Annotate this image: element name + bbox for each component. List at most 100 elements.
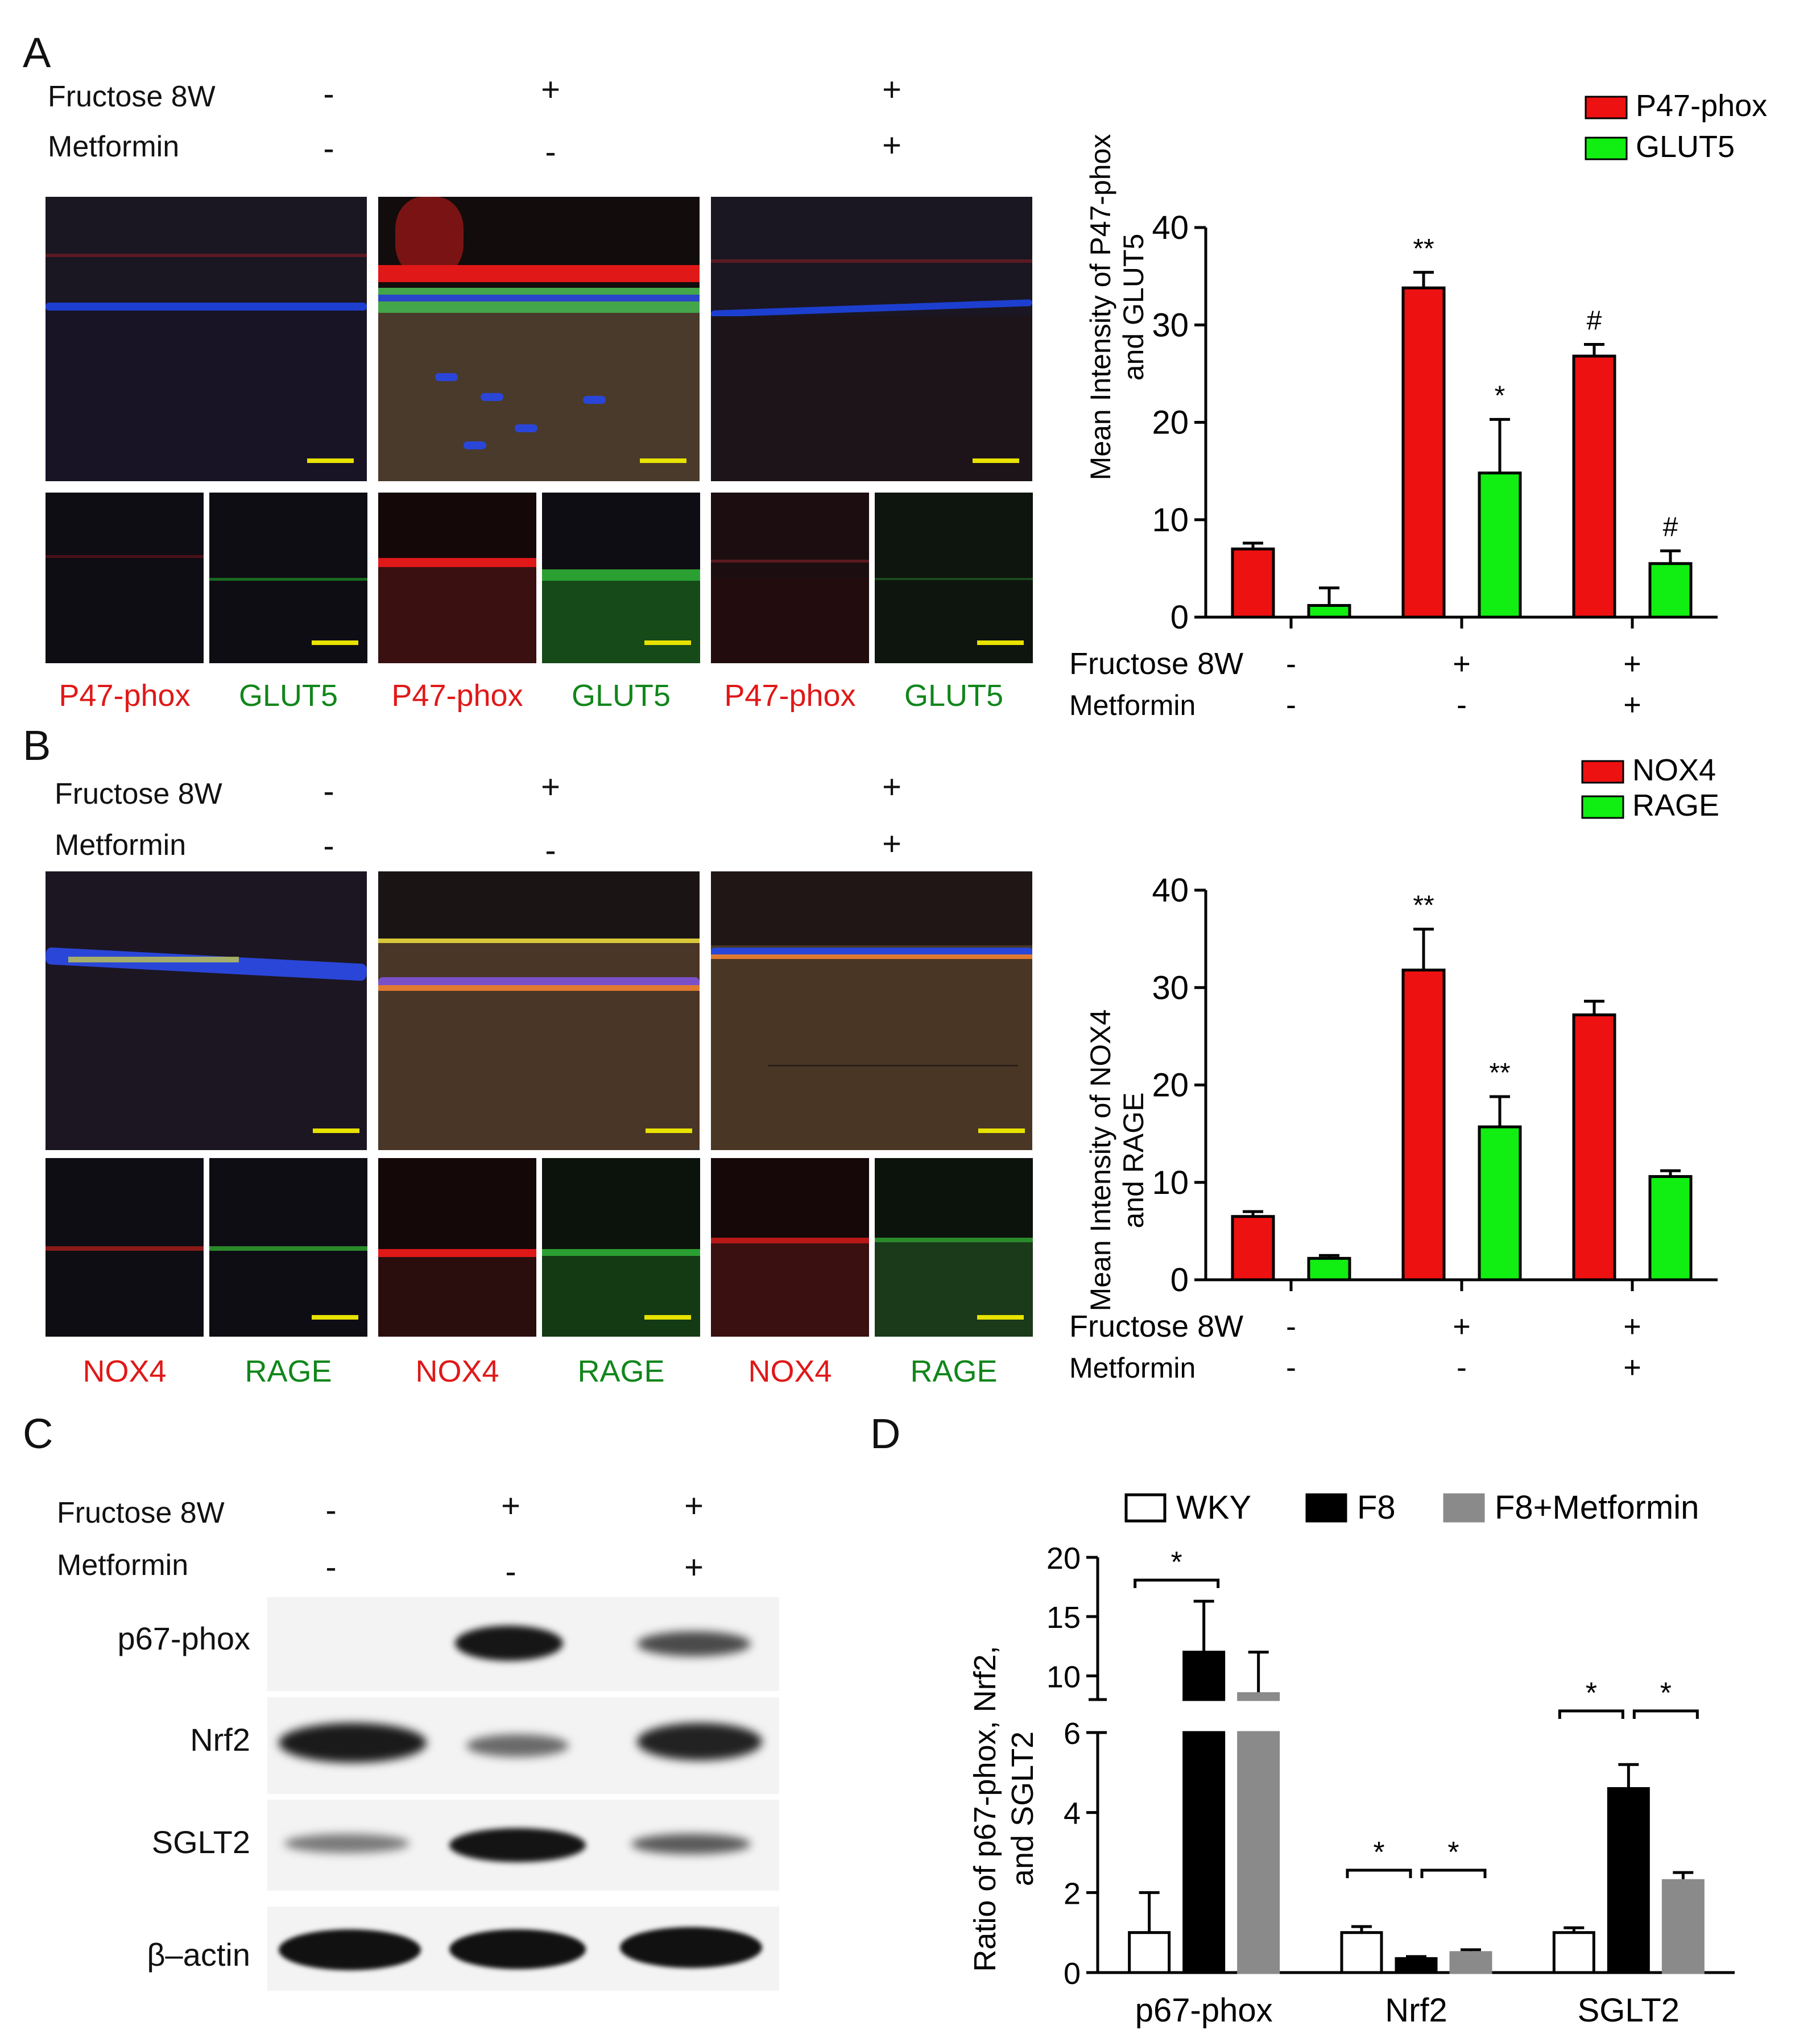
sign: -: [505, 1553, 516, 1590]
bar: [1478, 472, 1522, 619]
micrograph-a-fructose-red: [378, 493, 536, 663]
sign: -: [323, 828, 334, 865]
chart-a: P47-phox GLUT5 Mean Intensity of P47-pho…: [1069, 89, 1767, 722]
significance-mark: *: [1495, 381, 1505, 411]
scale-bar: [646, 1128, 692, 1133]
bar: [1401, 286, 1446, 619]
scale-bar: [973, 458, 1019, 463]
blot-p67-phox: [267, 1597, 779, 1691]
significance-mark: *: [1660, 1677, 1672, 1710]
scale-bar: [313, 1128, 359, 1133]
fructose-label: Fructose 8W: [57, 1496, 225, 1529]
x-row-label: Fructose 8W: [1069, 647, 1243, 681]
y-axis-title: Mean Intensity of NOX4and RAGE: [1085, 1010, 1149, 1312]
scale-bar: [312, 1315, 358, 1320]
y-tick-label: 0: [1064, 1957, 1081, 1991]
fructose-label: Fructose 8W: [48, 80, 216, 113]
sign: +: [684, 1487, 704, 1524]
scale-bar: [312, 640, 358, 645]
micrograph-a-metformin-merge: [711, 197, 1032, 481]
stain-label: RAGE: [245, 1354, 332, 1388]
micrograph-b-fructose-red: [378, 1158, 536, 1337]
blot-label: p67-phox: [117, 1620, 250, 1656]
scale-bar: [307, 458, 354, 463]
significance-mark: #: [1587, 306, 1602, 336]
significance-bracket: [1558, 1709, 1624, 1719]
micrograph-a-control-green: [209, 493, 367, 663]
bar: [1128, 1931, 1171, 1974]
y-tick-label: 0: [1170, 599, 1189, 636]
bar: [1340, 1931, 1383, 1974]
y-tick-label: 4: [1064, 1797, 1081, 1831]
x-tick-label: Nrf2: [1385, 1992, 1447, 2029]
micrograph-b-metformin-green: [875, 1158, 1033, 1337]
significance-mark: *: [1447, 1836, 1459, 1869]
significance-mark: *: [1586, 1677, 1597, 1710]
stain-label: NOX4: [748, 1354, 832, 1388]
y-tick-label: 20: [1152, 1067, 1189, 1104]
y-tick-label: 30: [1152, 969, 1189, 1006]
x-row-value: +: [1623, 1350, 1641, 1384]
bar: [1552, 1931, 1595, 1974]
chart-d-legend: WKY F8 F8+Metformin: [1124, 1489, 1699, 1526]
x-row-value: +: [1623, 1309, 1641, 1343]
significance-bracket: [1346, 1868, 1412, 1878]
bar: [1661, 1879, 1705, 1974]
bar-lower-segment: [1237, 1731, 1280, 1974]
x-row-value: +: [1453, 647, 1471, 681]
x-row-value: -: [1286, 1350, 1296, 1384]
y-tick-label: 10: [1152, 502, 1189, 539]
y-axis-title: Mean Intensity of P47-phoxand GLUT5: [1085, 134, 1149, 481]
sign: -: [545, 832, 556, 869]
metformin-label: Metformin: [55, 829, 187, 862]
micrograph-b-fructose-merge: [378, 871, 700, 1150]
bar-upper-segment: [1182, 1651, 1226, 1701]
blot-label: β–actin: [147, 1937, 250, 1973]
fructose-label: Fructose 8W: [55, 778, 222, 811]
scale-bar: [978, 1128, 1025, 1133]
bar: [1401, 968, 1446, 1281]
micrograph-a-metformin-green: [875, 493, 1033, 663]
legend-swatch: [1305, 1493, 1347, 1523]
x-row-value: +: [1623, 688, 1641, 722]
blot-sglt2: [267, 1800, 779, 1891]
sign: +: [882, 71, 901, 108]
micrograph-a-fructose-green: [542, 493, 700, 663]
bar: [1572, 354, 1616, 619]
significance-bracket: [1632, 1709, 1699, 1719]
bar: [1572, 1013, 1616, 1281]
blot-nrf2: [267, 1697, 779, 1794]
y-tick-label: 6: [1064, 1717, 1081, 1751]
stain-label: P47-phox: [391, 679, 523, 713]
sign: +: [541, 768, 560, 805]
sign: +: [541, 71, 560, 108]
x-tick-label: SGLT2: [1578, 1992, 1680, 2029]
legend-swatch: [1585, 137, 1628, 160]
panel-label-c: C: [23, 1410, 53, 1457]
bar: [1607, 1787, 1650, 1974]
metformin-label: Metformin: [48, 130, 180, 163]
scale-bar: [977, 1315, 1024, 1320]
scale-bar: [644, 1315, 691, 1320]
micrograph-b-control-red: [46, 1158, 204, 1337]
chart-d: WKY F8 F8+Metformin Ratio of p67-phox, N…: [968, 1489, 1735, 2029]
sign: -: [323, 76, 334, 113]
bar: [1307, 603, 1351, 619]
legend-swatch: [1443, 1493, 1485, 1523]
legend-entry: RAGE: [1632, 788, 1719, 822]
sign: +: [882, 768, 901, 805]
x-row-value: +: [1623, 647, 1641, 681]
legend-entry: F8+Metformin: [1495, 1489, 1699, 1526]
chart-b-plot: 0 10 20 30 40 - - ** ** + - + + Fructose 8W Metformin: [1069, 872, 1718, 1384]
y-tick-label: 0: [1170, 1262, 1189, 1299]
bar: [1449, 1951, 1492, 1974]
legend-entry: WKY: [1176, 1489, 1251, 1526]
bar: [1231, 1215, 1275, 1281]
stain-label: P47-phox: [59, 679, 191, 713]
bar: [1648, 1175, 1693, 1281]
stain-label: NOX4: [82, 1354, 167, 1388]
stain-label: GLUT5: [904, 679, 1004, 713]
bar-lower-segment: [1182, 1731, 1226, 1974]
bar: [1648, 562, 1693, 619]
significance-mark: **: [1413, 234, 1434, 264]
